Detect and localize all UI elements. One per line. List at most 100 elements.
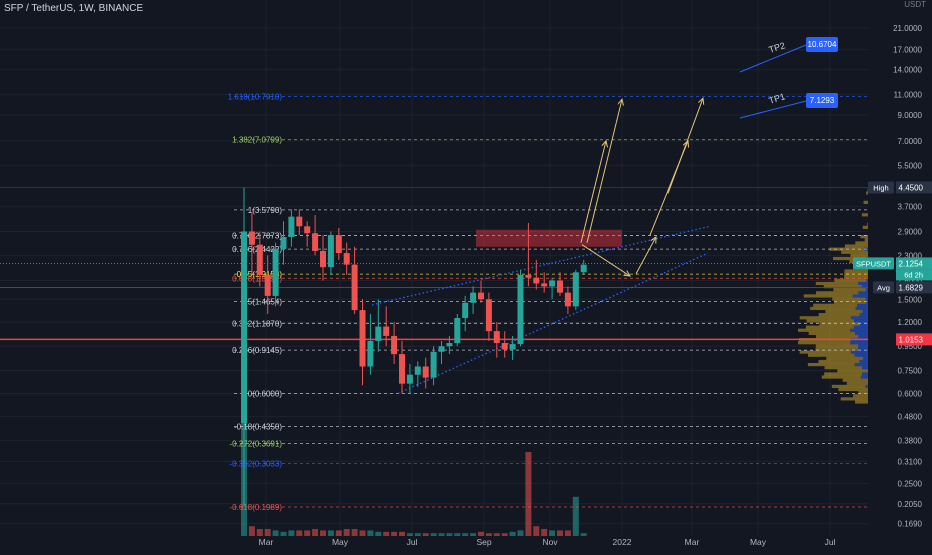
fib-label: -0.272(0.3691)	[230, 439, 283, 448]
target-value-box	[806, 93, 838, 108]
candle-body	[256, 244, 263, 275]
candle-body	[549, 280, 556, 287]
volume-bar	[367, 530, 374, 536]
price-badge-label: High	[873, 183, 888, 192]
volume-bar	[288, 530, 295, 536]
fib-label: -0.18(0.4350)	[234, 423, 282, 432]
candle-body	[367, 340, 374, 367]
volume-profile-bar-up	[818, 313, 860, 317]
fib-label: 0.786(2.7873)	[232, 232, 282, 241]
volume-bar	[493, 533, 500, 536]
volume-profile-bar-up	[844, 275, 871, 279]
fib-label: 0(0.6000)	[248, 389, 283, 398]
candle-body	[430, 351, 437, 378]
candle-body	[264, 274, 271, 296]
candle-body	[446, 343, 453, 347]
volume-profile-bar-up	[807, 353, 855, 357]
fib-label: -0.618(0.1989)	[230, 503, 283, 512]
price-badge-bg	[896, 333, 932, 346]
candle-body	[399, 354, 405, 384]
volume-bar	[509, 531, 516, 536]
time-axis[interactable]: Mar May Jul Sep Nov 2022 Mar May Jul	[0, 536, 868, 550]
volume-bar	[533, 526, 540, 536]
volume-profile-bar-up	[831, 384, 866, 389]
resistance-box	[476, 229, 622, 247]
candle-body	[517, 274, 524, 345]
volume-bar	[320, 530, 326, 536]
target-value: 10.6704	[808, 40, 837, 49]
candle-body	[383, 326, 390, 336]
volume-profile-bar-up	[799, 350, 852, 354]
volume-profile-bar-up	[824, 372, 863, 376]
volume-bar	[485, 533, 492, 536]
target-value-box	[806, 37, 838, 52]
volume-profile-bar-up	[803, 294, 853, 298]
volume-bar	[391, 531, 398, 536]
price-tick-label: 14.0000	[893, 66, 922, 75]
volume-bar	[248, 526, 255, 536]
time-tick-label: May	[750, 537, 767, 547]
price-tick-label: 0.3100	[898, 457, 923, 466]
price-tick-label: 1.5000	[898, 295, 923, 304]
price-tick-label: 0.2050	[898, 500, 923, 509]
volume-profile-bar-up	[805, 325, 854, 329]
volume-bar	[406, 533, 413, 536]
candle-body	[470, 292, 477, 303]
candle-body	[438, 346, 445, 352]
price-badge-value: 4.4500	[899, 183, 924, 192]
volume-bar	[557, 530, 563, 536]
candle-body	[343, 253, 350, 265]
volume-profile-bar-up	[846, 381, 873, 385]
price-tick-label: 0.9500	[898, 342, 923, 351]
price-badge-value: 1.6829	[899, 283, 924, 292]
volume-profile-bar-up	[799, 316, 852, 320]
volume-profile-bar-up	[818, 359, 860, 364]
price-badge-value: 1.0153	[899, 335, 924, 344]
price-tick-label: 1.2000	[898, 318, 923, 327]
volume-bar	[438, 533, 445, 536]
candle-body	[375, 326, 382, 341]
volume-profile-bar-up	[858, 391, 878, 395]
volume-bar	[375, 531, 382, 536]
candle-body	[312, 233, 319, 251]
volume-profile-bar-up	[838, 387, 869, 392]
volume-profile-bar-up	[821, 375, 861, 379]
candle-body	[288, 216, 295, 237]
volume-profile-bar-up	[842, 378, 871, 382]
target-label: TP1	[768, 91, 787, 106]
price-tick-label: 0.2500	[898, 479, 923, 488]
target-leader-line	[739, 100, 807, 119]
symbol-header[interactable]: SFP / TetherUS, 1W, BINANCE	[4, 3, 144, 14]
volume-profile-bar-up	[855, 241, 877, 245]
volume-bar	[446, 533, 453, 536]
volume-bar	[541, 529, 548, 536]
volume-profile-bar-up	[833, 288, 867, 292]
candle-body	[525, 274, 532, 278]
price-axis[interactable]: 21.0000 17.0000 14.0000 11.0000 9.0000 7.0000…	[853, 0, 932, 550]
price-tick-label: 0.1690	[898, 520, 923, 529]
price-badge-bg	[896, 181, 932, 194]
volume-bar	[564, 530, 571, 536]
price-badge-bg	[896, 257, 932, 270]
candle-body	[351, 264, 358, 311]
volume-bar	[454, 533, 461, 536]
candle-body	[541, 283, 548, 287]
time-tick-label: 2022	[613, 537, 632, 547]
projection-arrow	[581, 244, 630, 276]
price-badge-label-bg	[853, 257, 894, 270]
volume-profile-bar-up	[798, 341, 851, 345]
candles	[241, 187, 587, 507]
volume-bar	[470, 533, 477, 536]
candle-body	[485, 299, 492, 332]
price-tick-label: 7.0000	[898, 137, 923, 146]
volume-bar	[272, 530, 279, 536]
volume-profile-bar-up	[834, 278, 867, 282]
time-axis-background	[0, 536, 868, 550]
volume-profile-bar-up	[837, 369, 868, 373]
volume-profile-bar-up	[833, 300, 867, 304]
price-tick-label: 11.0000	[894, 90, 923, 99]
time-tick-label: Nov	[542, 537, 558, 547]
